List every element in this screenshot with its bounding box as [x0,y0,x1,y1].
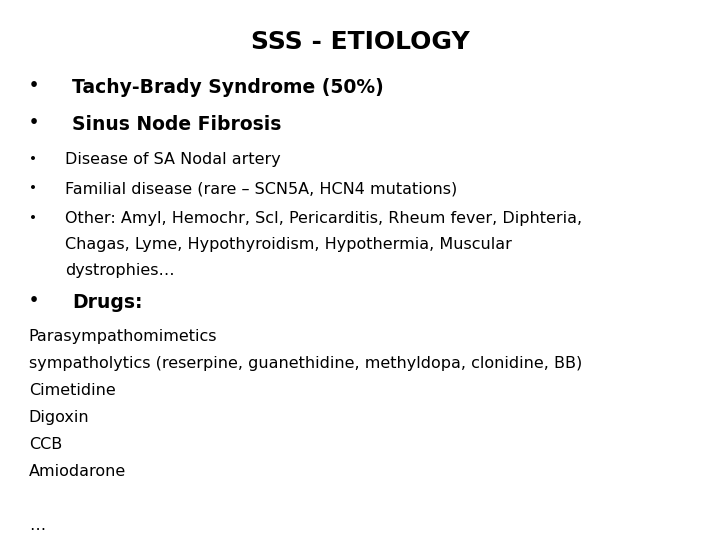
Text: •: • [29,211,37,225]
Text: Drugs:: Drugs: [72,293,143,312]
Text: •: • [29,152,37,166]
Text: Amiodarone: Amiodarone [29,464,126,480]
Text: Disease of SA Nodal artery: Disease of SA Nodal artery [65,152,281,167]
Text: Tachy-Brady Syndrome (50%): Tachy-Brady Syndrome (50%) [72,78,384,97]
Text: Digoxin: Digoxin [29,410,89,426]
Text: Sinus Node Fibrosis: Sinus Node Fibrosis [72,115,282,134]
Text: dystrophies…: dystrophies… [65,263,174,278]
Text: Cimetidine: Cimetidine [29,383,115,399]
Text: …: … [29,518,45,534]
Text: •: • [29,78,39,93]
Text: CCB: CCB [29,437,62,453]
Text: •: • [29,181,37,195]
Text: •: • [29,293,39,308]
Text: Other: Amyl, Hemochr, ScI, Pericarditis, Rheum fever, Diphteria,: Other: Amyl, Hemochr, ScI, Pericarditis,… [65,211,582,226]
Text: •: • [29,115,39,130]
Text: SSS - ETIOLOGY: SSS - ETIOLOGY [251,30,469,53]
Text: Familial disease (rare – SCN5A, HCN4 mutations): Familial disease (rare – SCN5A, HCN4 mut… [65,181,457,197]
Text: Chagas, Lyme, Hypothyroidism, Hypothermia, Muscular: Chagas, Lyme, Hypothyroidism, Hypothermi… [65,237,512,252]
Text: Parasympathomimetics: Parasympathomimetics [29,329,217,345]
Text: sympatholytics (reserpine, guanethidine, methyldopa, clonidine, BB): sympatholytics (reserpine, guanethidine,… [29,356,582,372]
